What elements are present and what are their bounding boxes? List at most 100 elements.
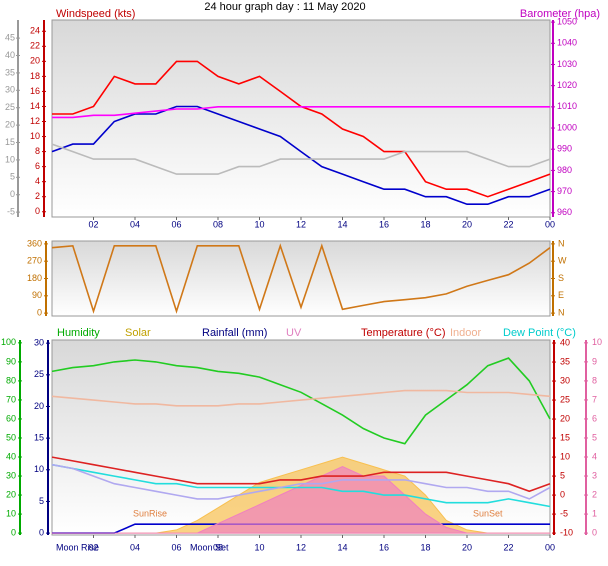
x-tick-label: 04 [130,542,140,552]
y-tick-label: 40 [5,50,15,60]
y-tick-label: 12 [30,116,40,126]
y-tick-label: 6 [35,161,40,171]
x-tick-label: 12 [296,219,306,229]
y-tick-label: 30 [6,470,16,480]
legend-entry: Rainfall (mm) [202,327,267,339]
y-tick-label: -10 [560,527,573,537]
x-tick-label: 02 [88,219,98,229]
x-tick-label: 06 [171,542,181,552]
y-tick-label: 9 [592,356,597,366]
x-tick-label: 22 [503,542,513,552]
y-tick-label: 0 [10,189,15,199]
x-tick-label: 10 [254,219,264,229]
y-tick-label: 6 [592,413,597,423]
line [51,463,551,500]
y-tick-label: 30 [5,85,15,95]
y-tick-label: 970 [557,186,572,196]
plot-area [51,19,551,218]
line [51,456,551,493]
legend-entry: Indoor [450,327,482,339]
y-tick-label: 18 [30,71,40,81]
chart-title: 24 hour graph day : 11 May 2020 [204,1,365,13]
y-tick-label: 5 [10,172,15,182]
y-tick-label: 960 [557,207,572,217]
y-tick-label: 8 [592,375,597,385]
y-tick-label: E [558,290,564,300]
y-tick-label: 270 [27,256,42,266]
y-tick-label: 60 [6,413,16,423]
y-tick-label: 24 [30,26,40,36]
legend-entry: Windspeed (kts) [56,8,135,20]
y-tick-label: 35 [5,67,15,77]
x-tick-label: 04 [130,219,140,229]
y-tick-label: 90 [32,290,42,300]
y-tick-label: 40 [560,337,570,347]
x-tick-label: 08 [213,219,223,229]
y-tick-label: 1 [592,508,597,518]
line [51,143,551,175]
line [51,389,551,407]
y-tick-label: 22 [30,41,40,51]
y-tick-label: -5 [560,508,568,518]
y-tick-label: 0 [11,527,16,537]
y-tick-label: 0 [592,527,597,537]
y-tick-label: 45 [5,32,15,42]
y-tick-label: W [558,256,567,266]
y-tick-label: 10 [560,451,570,461]
y-tick-label: 0 [37,307,42,317]
y-tick-label: 4 [35,176,40,186]
y-tick-label: 7 [592,394,597,404]
y-tick-label: N [558,238,565,248]
x-tick-label: 02 [88,542,98,552]
y-tick-label: 80 [6,375,16,385]
line [51,357,551,445]
x-tick-label: 12 [296,542,306,552]
y-tick-label: 5 [39,496,44,506]
y-tick-label: 0 [35,206,40,216]
y-tick-label: 30 [34,338,44,348]
plot-area [51,240,551,317]
y-tick-label: 20 [30,56,40,66]
y-tick-label: 35 [560,356,570,366]
y-tick-label: 980 [557,165,572,175]
y-tick-label: 1020 [557,80,577,90]
y-tick-label: 90 [6,356,16,366]
y-tick-label: -5 [7,207,15,217]
y-tick-label: 25 [5,102,15,112]
y-tick-label: 2 [592,489,597,499]
x-tick-label: 18 [420,542,430,552]
annotation: Moon Set [190,542,229,552]
x-tick-label: 22 [503,219,513,229]
x-tick-label: 00 [545,219,555,229]
y-tick-label: 20 [5,119,15,129]
line [51,243,551,314]
y-tick-label: 5 [592,432,597,442]
line [52,106,550,119]
y-tick-label: 360 [27,238,42,248]
y-tick-label: 8 [35,146,40,156]
y-tick-label: 10 [34,464,44,474]
y-tick-label: 3 [592,470,597,480]
y-tick-label: 0 [39,527,44,537]
y-tick-label: 15 [34,433,44,443]
legend-entry: UV [286,327,302,339]
legend-entry: Temperature (°C) [361,327,445,339]
y-tick-label: 1010 [557,101,577,111]
y-tick-label: 20 [560,413,570,423]
y-tick-label: 180 [27,273,42,283]
x-tick-label: 20 [462,219,472,229]
y-tick-label: S [558,273,564,283]
x-tick-label: 16 [379,219,389,229]
y-tick-label: 15 [5,137,15,147]
y-tick-label: 30 [560,375,570,385]
x-tick-label: 10 [254,542,264,552]
x-tick-label: 20 [462,542,472,552]
y-tick-label: 10 [5,154,15,164]
y-tick-label: 16 [30,86,40,96]
x-tick-label: 00 [545,542,555,552]
legend-entry: Dew Point (°C) [503,327,576,339]
legend-entry: Barometer (hpa) [520,8,600,20]
y-tick-label: 1050 [557,16,577,26]
y-tick-label: 10 [30,131,40,141]
legend-entry: Humidity [57,327,100,339]
